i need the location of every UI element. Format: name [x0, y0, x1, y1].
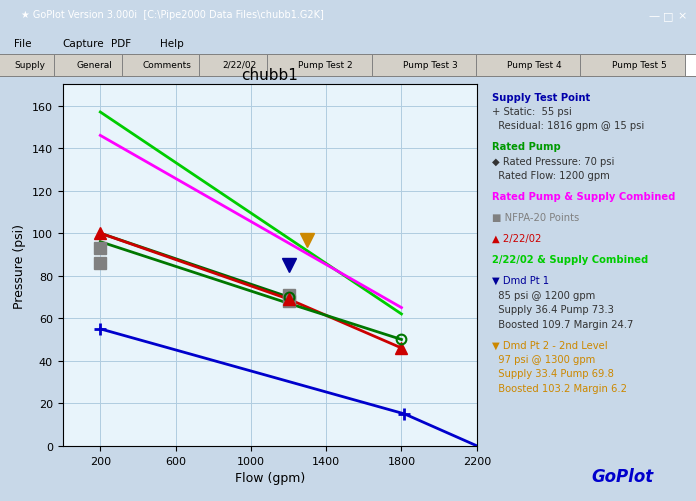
- Text: GoPlot: GoPlot: [592, 467, 654, 485]
- Text: Rated Flow: 1200 gpm: Rated Flow: 1200 gpm: [492, 171, 610, 181]
- Text: Boosted 103.2 Margin 6.2: Boosted 103.2 Margin 6.2: [492, 383, 627, 393]
- FancyBboxPatch shape: [267, 55, 384, 77]
- Text: Pump Test 5: Pump Test 5: [612, 61, 666, 70]
- Text: Supply 33.4 Pump 69.8: Supply 33.4 Pump 69.8: [492, 369, 614, 379]
- Text: Pump Test 4: Pump Test 4: [507, 61, 562, 70]
- Text: Supply 36.4 Pump 73.3: Supply 36.4 Pump 73.3: [492, 305, 614, 315]
- Text: ▼ Dmd Pt 2 - 2nd Level: ▼ Dmd Pt 2 - 2nd Level: [492, 340, 608, 350]
- Text: Rated Pump & Supply Combined: Rated Pump & Supply Combined: [492, 192, 675, 202]
- Text: ★ GoPlot Version 3.000i  [C:\Pipe2000 Data Files\chubb1.G2K]: ★ GoPlot Version 3.000i [C:\Pipe2000 Dat…: [21, 10, 324, 20]
- FancyBboxPatch shape: [580, 55, 696, 77]
- Text: Help: Help: [160, 39, 184, 49]
- FancyBboxPatch shape: [0, 55, 66, 77]
- Text: Capture: Capture: [63, 39, 104, 49]
- Text: Pump Test 2: Pump Test 2: [299, 61, 353, 70]
- Text: —: —: [649, 12, 660, 21]
- FancyBboxPatch shape: [122, 55, 212, 77]
- Text: Residual: 1816 gpm @ 15 psi: Residual: 1816 gpm @ 15 psi: [492, 121, 644, 131]
- Text: Pump Test 3: Pump Test 3: [403, 61, 457, 70]
- Text: ◆ Rated Pressure: 70 psi: ◆ Rated Pressure: 70 psi: [492, 157, 615, 166]
- Text: General: General: [76, 61, 112, 70]
- FancyBboxPatch shape: [685, 55, 696, 77]
- X-axis label: Flow (gpm): Flow (gpm): [235, 471, 305, 484]
- Text: 2/22/02: 2/22/02: [222, 61, 257, 70]
- FancyBboxPatch shape: [372, 55, 489, 77]
- Y-axis label: Pressure (psi): Pressure (psi): [13, 223, 26, 308]
- Text: ▲ 2/22/02: ▲ 2/22/02: [492, 234, 541, 244]
- Text: Comments: Comments: [142, 61, 191, 70]
- FancyBboxPatch shape: [54, 55, 134, 77]
- FancyBboxPatch shape: [476, 55, 593, 77]
- Text: + Static:  55 psi: + Static: 55 psi: [492, 107, 571, 117]
- Text: 2/22/02 & Supply Combined: 2/22/02 & Supply Combined: [492, 255, 648, 265]
- Text: Rated Pump: Rated Pump: [492, 142, 561, 152]
- Text: □: □: [663, 12, 674, 21]
- Text: Supply: Supply: [15, 61, 46, 70]
- Text: ×: ×: [677, 12, 687, 21]
- Text: 97 psi @ 1300 gpm: 97 psi @ 1300 gpm: [492, 354, 595, 364]
- Text: Boosted 109.7 Margin 24.7: Boosted 109.7 Margin 24.7: [492, 319, 633, 329]
- Text: ▼ Dmd Pt 1: ▼ Dmd Pt 1: [492, 276, 549, 286]
- Text: ■ NFPA-20 Points: ■ NFPA-20 Points: [492, 213, 579, 223]
- Text: Supply Test Point: Supply Test Point: [492, 92, 590, 102]
- Title: chubb1: chubb1: [242, 68, 298, 83]
- FancyBboxPatch shape: [199, 55, 280, 77]
- Text: 85 psi @ 1200 gpm: 85 psi @ 1200 gpm: [492, 290, 595, 300]
- Text: File: File: [14, 39, 31, 49]
- Text: PDF: PDF: [111, 39, 132, 49]
